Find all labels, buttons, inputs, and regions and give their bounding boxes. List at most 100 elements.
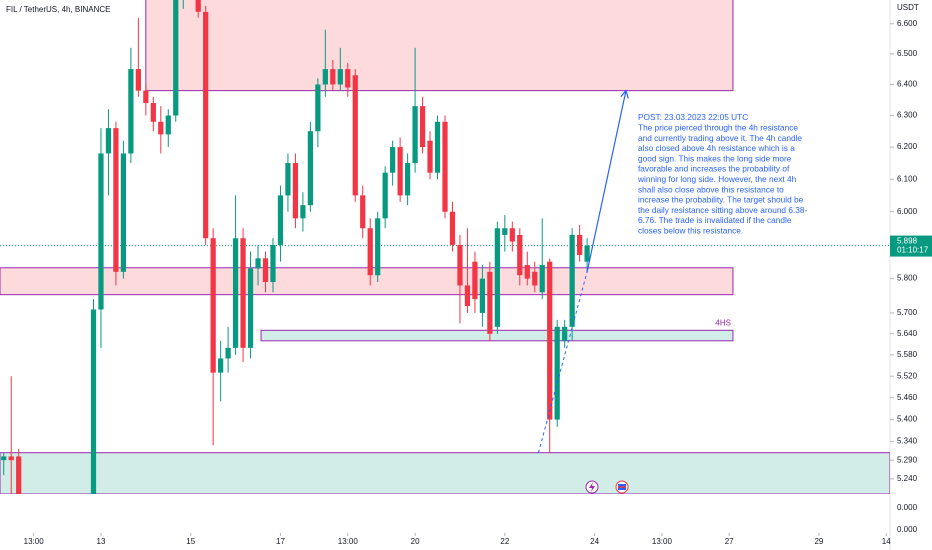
candle-body — [337, 69, 343, 85]
price-label: 5.898 — [897, 237, 918, 246]
candle-body — [502, 228, 508, 235]
candle-body — [277, 195, 284, 245]
x-tick-label: 13:00 — [652, 537, 673, 546]
y-tick-label: 5.400 — [897, 415, 918, 424]
candle-body — [352, 75, 358, 196]
candle-body — [203, 11, 209, 239]
candle-body — [382, 172, 388, 219]
candle-body — [562, 326, 568, 341]
candle-body — [262, 258, 269, 283]
candle-body — [584, 245, 590, 262]
y-tick-label: 6.400 — [897, 80, 918, 89]
candle-body — [143, 90, 149, 104]
lightning-icon — [589, 482, 595, 492]
x-tick-label: 14 — [882, 537, 891, 546]
candle-body — [397, 147, 403, 196]
annotation-line: POST: 23.03.2023 22:05 UTC — [638, 112, 748, 122]
candle-body — [367, 228, 373, 276]
candle-body — [494, 228, 500, 327]
candle-body — [427, 140, 433, 173]
candle-body — [232, 238, 239, 348]
candle-body — [569, 234, 575, 327]
candle-body — [404, 163, 411, 196]
chart-title: FIL / TetherUS, 4h, BINANCE — [6, 5, 110, 14]
candle-body — [128, 69, 134, 154]
y-tick-label: 5.520 — [897, 371, 918, 380]
x-tick-label: 27 — [725, 537, 734, 546]
candle-body — [442, 121, 448, 212]
candle-body — [457, 244, 463, 286]
candle-body — [165, 115, 171, 135]
volume-axis-label: 0.000 — [897, 503, 918, 512]
annotation-line: the daily resistance sitting above aroun… — [638, 205, 808, 215]
candle-body — [375, 218, 381, 276]
candle-body — [479, 278, 486, 313]
arrow-head — [620, 89, 629, 99]
projection-arrow — [586, 90, 627, 272]
candle-body — [412, 106, 418, 164]
y-tick-label: 6.300 — [897, 111, 918, 120]
candle-body — [464, 285, 471, 307]
candle-body — [547, 261, 553, 420]
y-tick-label: 6.100 — [897, 174, 918, 183]
annotation-line: 6.76. The trade is invalidated if the ca… — [638, 215, 792, 225]
candle-body — [8, 456, 14, 461]
candle-body — [218, 358, 224, 373]
candle-body — [300, 205, 306, 219]
candle-body — [517, 234, 523, 276]
candle-body — [509, 228, 515, 242]
candle-body — [105, 128, 112, 154]
y-tick-label: 6.500 — [897, 49, 918, 58]
candle-body — [577, 234, 583, 255]
candle-body — [292, 163, 299, 219]
y-tick-label: 6.000 — [897, 207, 918, 216]
x-tick-label: 13:00 — [338, 537, 359, 546]
y-tick-label: 5.640 — [897, 329, 918, 338]
annotation-line: increase the probability. The target sho… — [638, 195, 804, 205]
candle-body — [150, 103, 156, 122]
y-tick-label: 6.200 — [897, 142, 918, 151]
candle-body — [240, 238, 246, 348]
candle-body — [539, 265, 545, 293]
plot — [0, 0, 890, 494]
candle-body — [449, 211, 456, 245]
projection-dashed — [538, 271, 588, 453]
candle-body — [247, 268, 254, 348]
zone — [0, 267, 734, 296]
candle-body — [307, 131, 313, 206]
icons — [585, 480, 629, 494]
candle-body — [120, 153, 127, 272]
x-tick-label: 13:00 — [24, 537, 45, 546]
countdown: 01:10:17 — [897, 246, 929, 255]
volume-axis-label: 0.000 — [897, 525, 918, 534]
candle-body — [255, 258, 261, 269]
candle-body — [285, 163, 291, 196]
candle-body — [419, 106, 426, 148]
candle-body — [315, 84, 321, 132]
candle-body — [487, 271, 493, 334]
annotation-line: good sign. This makes the long side more — [638, 153, 792, 163]
x-tick-label: 13 — [97, 537, 106, 546]
annotation-line: and currently trading above it. The 4h c… — [638, 133, 802, 143]
candle-body — [1, 456, 7, 461]
annotation-line: winning for long side. However, the next… — [637, 174, 797, 184]
zone-label: 4HS — [715, 318, 731, 327]
candle-body — [16, 456, 22, 494]
annotation-line: closes below this resistance. — [638, 225, 743, 235]
y-tick-label: 5.700 — [897, 308, 918, 317]
y-tick-label: 5.240 — [897, 474, 918, 483]
candle-body — [532, 271, 538, 286]
candle-body — [173, 0, 179, 116]
candle-body — [554, 326, 560, 420]
y-tick-label: 5.340 — [897, 437, 918, 446]
candle-body — [270, 244, 276, 283]
x-tick-label: 24 — [590, 537, 599, 546]
candle-body — [98, 153, 104, 310]
candle-body — [195, 0, 201, 12]
x-tick-label: 20 — [411, 537, 420, 546]
candle-body — [322, 69, 328, 85]
zone — [145, 0, 734, 92]
